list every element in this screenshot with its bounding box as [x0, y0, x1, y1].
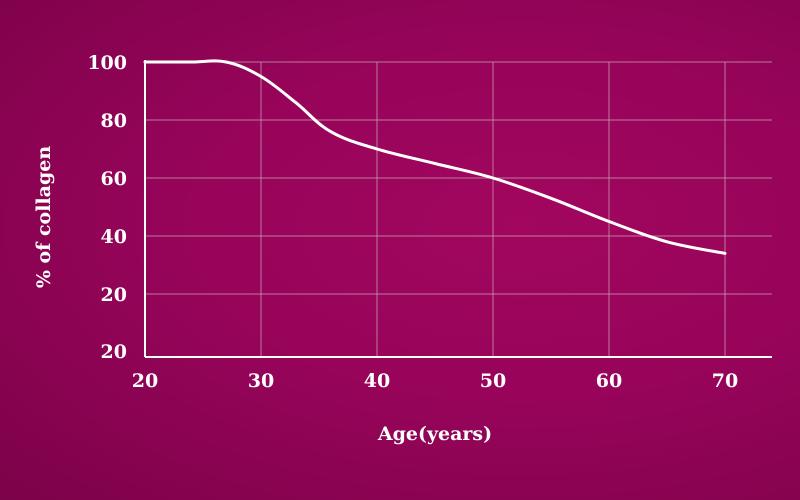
series-group: [143, 59, 727, 255]
y-tick-label-2: 60: [101, 168, 127, 190]
x-tick-label-70: 70: [712, 370, 738, 392]
y-tick-labels: 100 80 60 40 20 20: [87, 52, 127, 363]
x-axis-title: Age(years): [377, 423, 492, 445]
x-tick-label-50: 50: [480, 370, 506, 392]
y-tick-label-3: 40: [101, 226, 127, 248]
x-tick-label-20: 20: [132, 370, 158, 392]
x-tick-label-60: 60: [596, 370, 622, 392]
axes: [144, 60, 772, 358]
x-tick-label-30: 30: [248, 370, 274, 392]
y-tick-label-5: 20: [101, 341, 127, 363]
grid: [145, 61, 772, 357]
x-tick-labels: 20 30 40 50 60 70: [132, 370, 738, 392]
y-tick-label-0: 100: [87, 52, 127, 74]
x-tick-label-40: 40: [364, 370, 390, 392]
y-tick-label-1: 80: [101, 110, 127, 132]
y-tick-label-4: 20: [101, 284, 127, 306]
collagen-line-series: [143, 59, 727, 255]
y-axis-title: % of collagen: [33, 146, 55, 288]
